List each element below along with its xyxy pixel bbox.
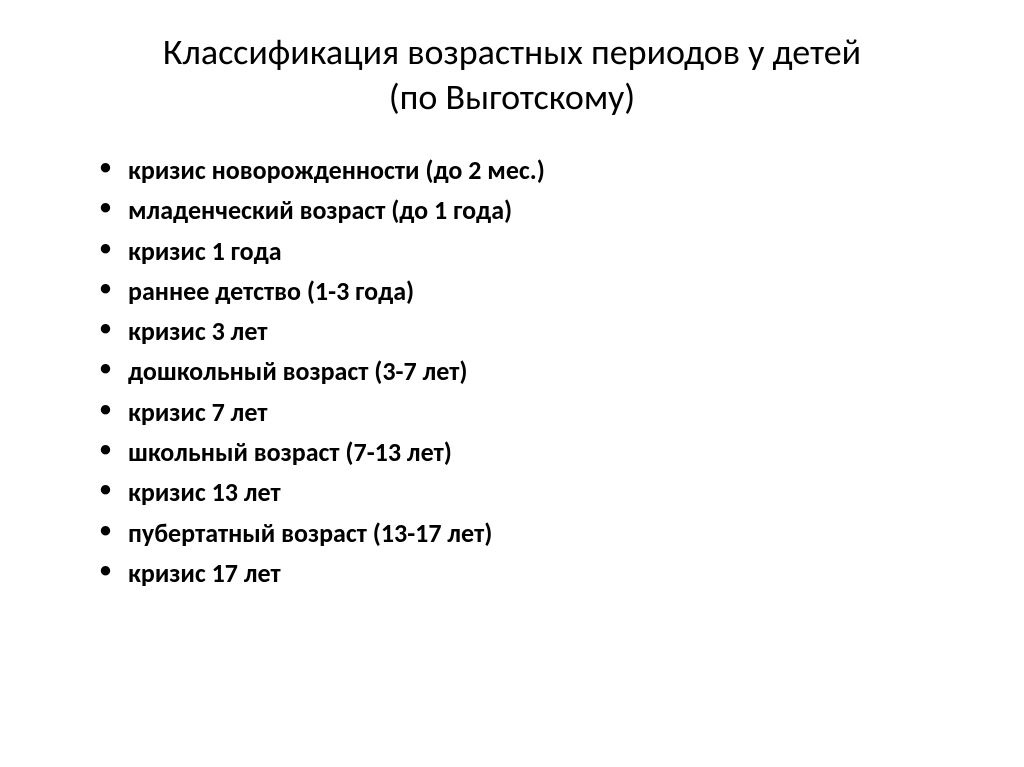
list-item: кризис 1 года [100, 231, 964, 271]
list-item: кризис 13 лет [100, 472, 964, 512]
list-item: раннее детство (1-3 года) [100, 271, 964, 311]
slide: Классификация возрастных периодов у дете… [0, 0, 1024, 767]
list-item: кризис 17 лет [100, 553, 964, 593]
slide-title: Классификация возрастных периодов у дете… [60, 30, 964, 120]
bullet-list: кризис новорожденности (до 2 мес.) младе… [60, 150, 964, 593]
title-line-1: Классификация возрастных периодов у дете… [163, 30, 861, 74]
list-item: младенческий возраст (до 1 года) [100, 190, 964, 230]
list-item: кризис новорожденности (до 2 мес.) [100, 150, 964, 190]
list-item: школьный возраст (7-13 лет) [100, 432, 964, 472]
list-item: кризис 3 лет [100, 311, 964, 351]
list-item: дошкольный возраст (3-7 лет) [100, 351, 964, 391]
list-item: кризис 7 лет [100, 392, 964, 432]
list-item: пубертатный возраст (13-17 лет) [100, 513, 964, 553]
title-line-2: (по Выготскому) [389, 75, 635, 119]
